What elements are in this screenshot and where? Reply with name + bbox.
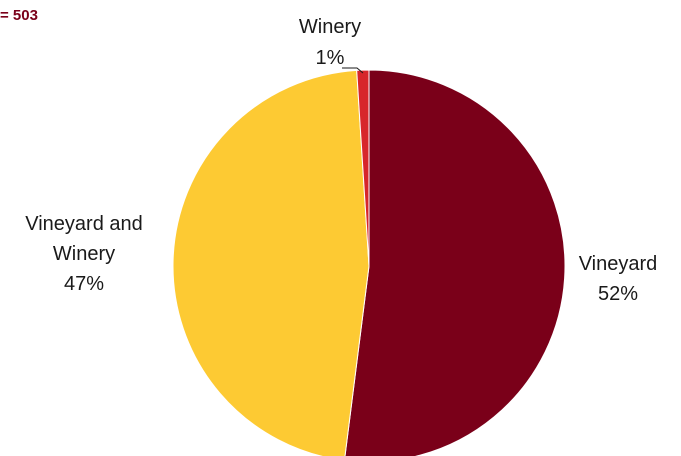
- pie-slice-winery: [356, 69, 370, 267]
- leader-line: [342, 67, 364, 74]
- pie-slice-vineyard-and-winery: [172, 69, 370, 456]
- slice-value-label: 1%: [316, 47, 345, 69]
- slice-value-label: 47%: [64, 273, 104, 295]
- slice-name-label: Vineyard: [579, 253, 658, 275]
- pie-slices: [172, 69, 566, 456]
- pie-labels: Vineyard 52% Vineyard and Winery 47% Winery 1%: [25, 16, 657, 305]
- sample-size-note: = 503: [0, 7, 38, 24]
- slice-name-label: Winery: [299, 16, 361, 38]
- pie-slice-vineyard: [344, 69, 566, 456]
- slice-name-label: Winery: [53, 243, 115, 265]
- slice-name-label: Vineyard and: [25, 213, 143, 235]
- slice-value-label: 52%: [598, 283, 638, 305]
